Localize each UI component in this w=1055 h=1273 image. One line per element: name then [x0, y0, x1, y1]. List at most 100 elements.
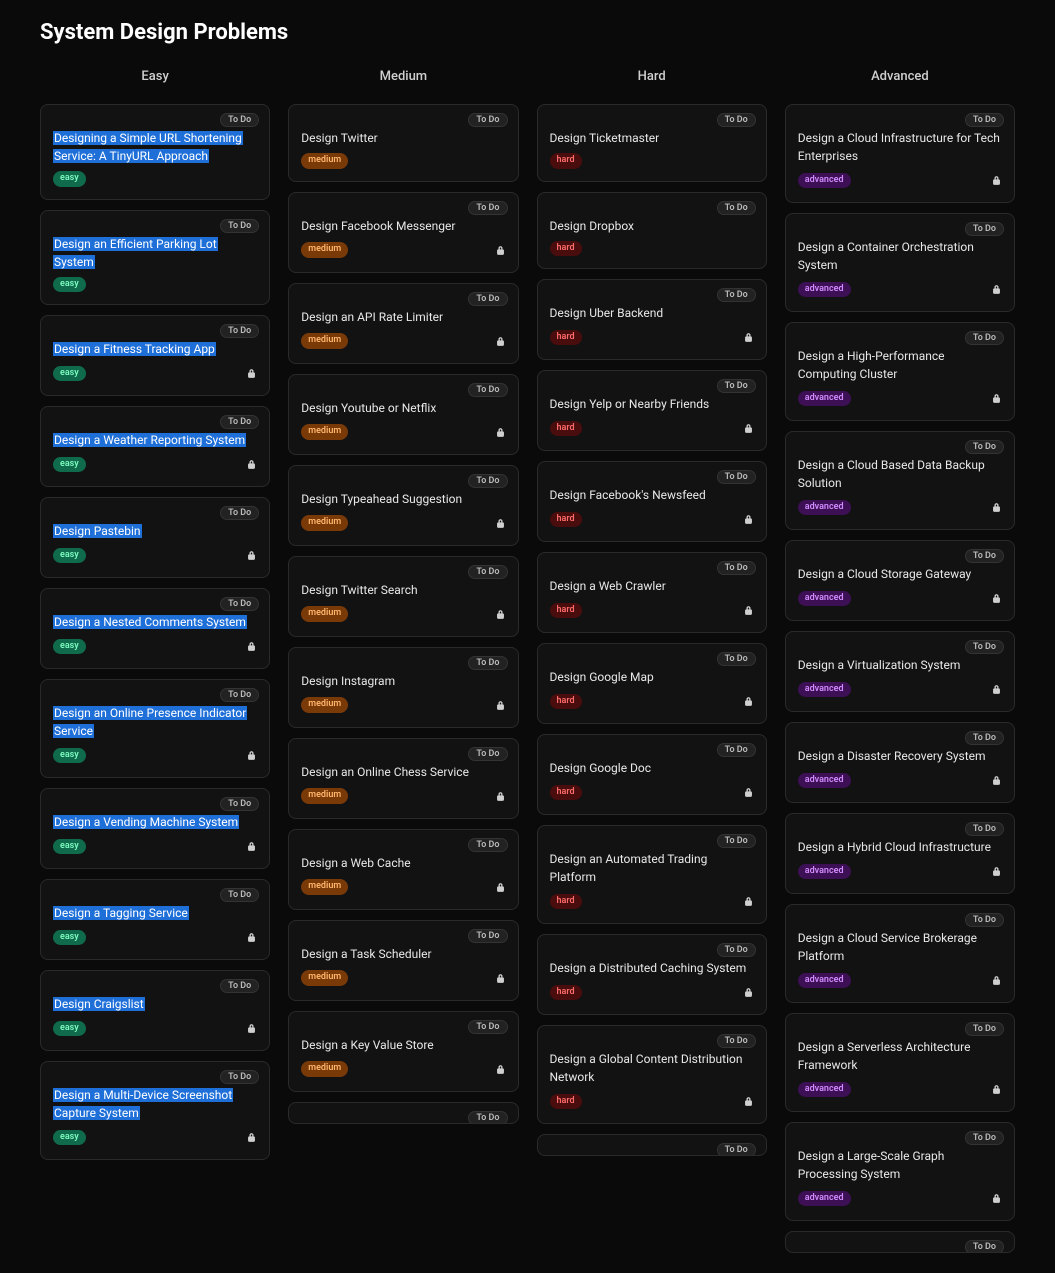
difficulty-badge: advanced [798, 173, 851, 189]
status-badge: To Do [717, 1034, 756, 1048]
lock-icon [495, 696, 506, 715]
status-badge: To Do [965, 1022, 1004, 1036]
card-footer: hard [550, 892, 754, 911]
problem-card[interactable]: To DoDesign Twitter Searchmedium [288, 556, 518, 637]
difficulty-badge: easy [53, 639, 86, 655]
problem-card[interactable]: To DoDesign a Fitness Tracking Appeasy [40, 315, 270, 396]
problem-card[interactable]: To DoDesign a Distributed Caching System… [537, 934, 767, 1015]
card-footer: easy [53, 837, 257, 856]
problem-card[interactable]: To Do [785, 1231, 1015, 1253]
status-badge: To Do [965, 640, 1004, 654]
lock-icon [246, 837, 257, 856]
status-badge: To Do [717, 652, 756, 666]
problem-card[interactable]: To Do [537, 1134, 767, 1156]
card-footer: hard [550, 601, 754, 620]
problem-card[interactable]: To DoDesign a Weather Reporting Systemea… [40, 406, 270, 487]
difficulty-badge: advanced [798, 682, 851, 698]
problem-card[interactable]: To DoDesign Pastebineasy [40, 497, 270, 578]
problem-card[interactable]: To DoDesign a Large-Scale Graph Processi… [785, 1122, 1015, 1221]
problem-card[interactable]: To DoDesign Twittermedium [288, 104, 518, 182]
problem-card[interactable]: To DoDesign a Web Crawlerhard [537, 552, 767, 633]
lock-icon [743, 510, 754, 529]
difficulty-badge: medium [301, 970, 348, 986]
card-footer: hard [550, 153, 754, 169]
card-footer: easy [53, 171, 257, 187]
problem-card[interactable]: To DoDesign an Automated Trading Platfor… [537, 825, 767, 924]
status-badge: To Do [468, 747, 507, 761]
problem-card[interactable]: To DoDesign a Tagging Serviceeasy [40, 879, 270, 960]
card-footer: advanced [798, 1189, 1002, 1208]
problem-card[interactable]: To DoDesign a Cloud Storage Gatewayadvan… [785, 540, 1015, 621]
problem-card[interactable]: To DoDesign a Vending Machine Systemeasy [40, 788, 270, 869]
problem-card[interactable]: To DoDesign a Multi-Device Screenshot Ca… [40, 1061, 270, 1160]
problem-card[interactable]: To DoDesign a Key Value Storemedium [288, 1011, 518, 1092]
problem-card[interactable]: To DoDesign Yelp or Nearby Friendshard [537, 370, 767, 451]
problem-card[interactable]: To DoDesign a Nested Comments Systemeasy [40, 588, 270, 669]
difficulty-badge: medium [301, 788, 348, 804]
problem-card[interactable]: To DoDesign Youtube or Netflixmedium [288, 374, 518, 455]
card-footer: easy [53, 364, 257, 383]
status-badge: To Do [717, 561, 756, 575]
lock-icon [246, 746, 257, 765]
lock-icon [991, 171, 1002, 190]
problem-card[interactable]: To DoDesign a Virtualization Systemadvan… [785, 631, 1015, 712]
problem-card[interactable]: To DoDesign a Web Cachemedium [288, 829, 518, 910]
problem-card[interactable]: To DoDesign a Container Orchestration Sy… [785, 213, 1015, 312]
problem-card[interactable]: To DoDesign an API Rate Limitermedium [288, 283, 518, 364]
status-badge: To Do [468, 474, 507, 488]
difficulty-badge: medium [301, 879, 348, 895]
status-badge: To Do [965, 222, 1004, 236]
problem-card[interactable]: To DoDesign a Hybrid Cloud Infrastructur… [785, 813, 1015, 894]
problem-card[interactable]: To DoDesign Craigslisteasy [40, 970, 270, 1051]
problem-card[interactable]: To DoDesign Typeahead Suggestionmedium [288, 465, 518, 546]
problem-card[interactable]: To DoDesign a Disaster Recovery Systemad… [785, 722, 1015, 803]
problem-card[interactable]: To DoDesign Facebook's Newsfeedhard [537, 461, 767, 542]
problem-card[interactable]: To Do [288, 1102, 518, 1124]
difficulty-badge: easy [53, 171, 86, 187]
problem-card[interactable]: To DoDesign Google Maphard [537, 643, 767, 724]
difficulty-badge: medium [301, 515, 348, 531]
lock-icon [495, 969, 506, 988]
status-badge: To Do [220, 324, 259, 338]
difficulty-badge: easy [53, 277, 86, 293]
problem-card[interactable]: To DoDesign a Cloud Infrastructure for T… [785, 104, 1015, 203]
card-footer: advanced [798, 280, 1002, 299]
problem-card[interactable]: To DoDesign Google Dochard [537, 734, 767, 815]
difficulty-badge: hard [550, 1094, 582, 1110]
status-badge: To Do [965, 731, 1004, 745]
problem-card[interactable]: To DoDesign a Global Content Distributio… [537, 1025, 767, 1124]
page-title: System Design Problems [40, 20, 1015, 45]
difficulty-badge: hard [550, 603, 582, 619]
column-header: Medium [288, 63, 518, 94]
problem-card[interactable]: To DoDesign Facebook Messengermedium [288, 192, 518, 273]
problem-card[interactable]: To DoDesign a Serverless Architecture Fr… [785, 1013, 1015, 1112]
lock-icon [495, 423, 506, 442]
card-footer: hard [550, 983, 754, 1002]
lock-icon [743, 419, 754, 438]
card-footer: medium [301, 423, 505, 442]
problem-card[interactable]: To DoDesigning a Simple URL Shortening S… [40, 104, 270, 200]
lock-icon [246, 928, 257, 947]
difficulty-badge: easy [53, 366, 86, 382]
lock-icon [743, 892, 754, 911]
problem-card[interactable]: To DoDesign a Cloud Service Brokerage Pl… [785, 904, 1015, 1003]
difficulty-badge: medium [301, 242, 348, 258]
problem-card[interactable]: To DoDesign Instagrammedium [288, 647, 518, 728]
problem-card[interactable]: To DoDesign an Online Chess Servicemediu… [288, 738, 518, 819]
problem-card[interactable]: To DoDesign an Efficient Parking Lot Sys… [40, 210, 270, 306]
card-footer: hard [550, 328, 754, 347]
problem-card[interactable]: To DoDesign Ticketmasterhard [537, 104, 767, 182]
status-badge: To Do [220, 415, 259, 429]
difficulty-badge: advanced [798, 1191, 851, 1207]
difficulty-badge: hard [550, 985, 582, 1001]
problem-card[interactable]: To DoDesign Uber Backendhard [537, 279, 767, 360]
problem-card[interactable]: To DoDesign a High-Performance Computing… [785, 322, 1015, 421]
problem-card[interactable]: To DoDesign Dropboxhard [537, 192, 767, 270]
card-footer: hard [550, 510, 754, 529]
problem-card[interactable]: To DoDesign a Cloud Based Data Backup So… [785, 431, 1015, 530]
card-footer: advanced [798, 498, 1002, 517]
status-badge: To Do [468, 838, 507, 852]
problem-card[interactable]: To DoDesign a Task Schedulermedium [288, 920, 518, 1001]
problem-card[interactable]: To DoDesign an Online Presence Indicator… [40, 679, 270, 778]
card-footer: advanced [798, 680, 1002, 699]
